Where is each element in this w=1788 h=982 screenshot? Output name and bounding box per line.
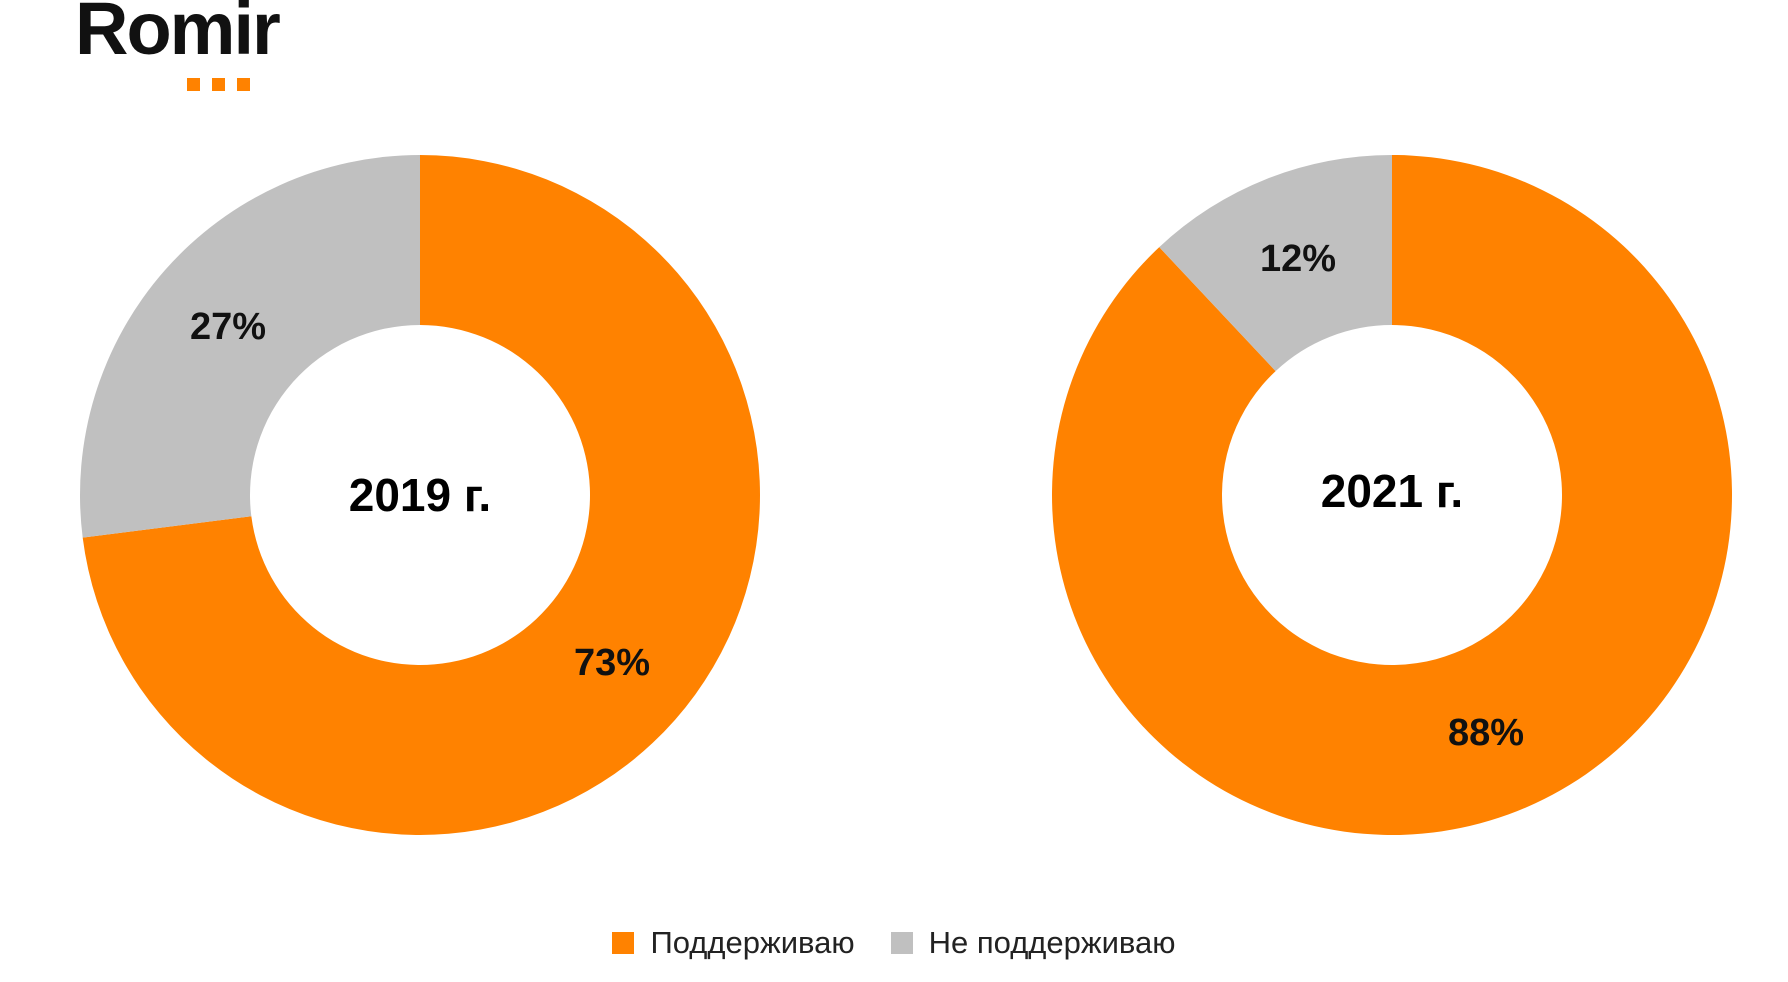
center-label-2019: 2019 г. xyxy=(349,469,491,521)
legend: Поддерживаю Не поддерживаю xyxy=(0,925,1788,961)
legend-swatch-support xyxy=(612,932,635,954)
slice-support-2021 xyxy=(1052,155,1732,835)
logo-dot xyxy=(212,78,225,91)
data-label-support-2021: 88% xyxy=(1448,712,1524,754)
center-label-2021: 2021 г. xyxy=(1321,465,1463,517)
legend-label-support: Поддерживаю xyxy=(650,925,855,960)
data-label-support-2019: 73% xyxy=(574,642,650,684)
slice-not-support-2019 xyxy=(79,155,420,538)
legend-item-not-support: Не поддерживаю xyxy=(890,925,1176,961)
slice-not-support-2021 xyxy=(1159,155,1392,372)
data-label-not-support-2019: 27% xyxy=(190,306,266,348)
legend-swatch-not-support xyxy=(890,932,913,954)
data-label-not-support-2021: 12% xyxy=(1260,238,1336,280)
romir-logo: Romir xyxy=(75,0,335,100)
logo-wordmark: Romir xyxy=(75,0,281,70)
logo-dot xyxy=(187,78,200,91)
slice-support-2019 xyxy=(82,155,760,835)
legend-item-support: Поддерживаю xyxy=(612,925,855,961)
legend-label-not-support: Не поддерживаю xyxy=(928,925,1176,960)
logo-dot xyxy=(237,78,250,91)
